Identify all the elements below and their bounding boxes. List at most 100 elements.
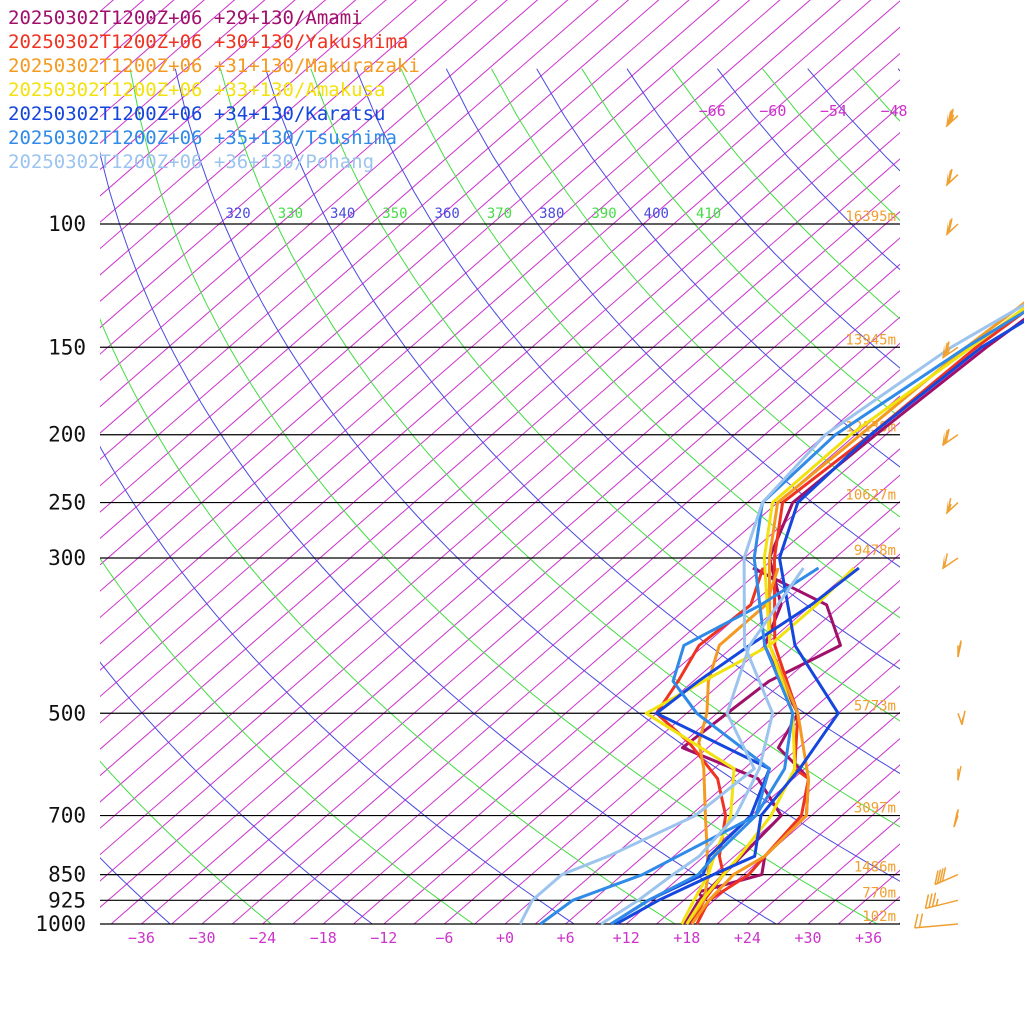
wind-barb-feather [948,109,953,125]
isotherm-line [100,0,417,276]
temperature-profile [600,303,1024,926]
wind-barb [941,341,959,359]
legend: 20250302T1200Z+06 +29+130/Amami20250302T… [8,7,420,173]
theta-label: 400 [644,206,669,222]
theta-line [100,760,272,924]
wind-barb-feather [936,869,942,884]
wind-barb [934,867,959,886]
isotherm-line [100,0,296,171]
dewpoint-profile [644,566,855,925]
height-label: 16395m [845,209,896,225]
wind-barb-feather [928,893,933,908]
temperature-tick-label: −18 [310,929,337,947]
theta-line [807,68,900,172]
isotherm-line [747,790,900,924]
temperature-profile [688,317,1024,925]
theta-label: 380 [539,206,564,222]
sounding-profiles [518,301,1024,926]
temperature-tick-label: +36 [855,929,882,947]
temperature-tick-label: −24 [249,929,276,947]
pressure-label: 925 [48,888,86,912]
wind-barb-feather [941,867,947,882]
wind-barb-feather [948,168,953,184]
wind-barb-feather [943,429,949,445]
temperature-tick-label: +24 [734,929,761,947]
wind-barb-shaft [914,923,959,929]
isotherm-line [100,0,327,197]
upper-temperature-label: −60 [759,102,786,120]
legend-entry: 20250302T1200Z+06 +33+130/Amakusa [8,79,386,101]
pressure-label: 700 [48,804,86,828]
temperature-tick-label: +6 [557,929,575,947]
isotherm-line [960,0,1024,924]
legend-entry: 20250302T1200Z+06 +29+130/Amami [8,7,363,29]
temperature-profile [685,306,1024,925]
theta-line [220,68,900,828]
theta-line [445,68,900,568]
wind-barb-feather [914,913,919,929]
pressure-label: 300 [48,546,86,570]
isotherm-line [100,0,539,382]
isotherm-line [100,0,236,118]
wind-barb-half-feather [948,503,952,512]
wind-barb [924,892,959,910]
wind-barb-feather [943,553,949,568]
wind-barb [953,809,960,828]
theta-label: 360 [435,206,460,222]
isotherm-line [322,421,900,924]
isotherm-line [413,500,900,924]
height-label: 1486m [854,860,896,876]
pressure-label: 100 [48,212,86,236]
theta-line [100,857,171,924]
wind-barb-feather [946,219,952,234]
theta-label: 330 [278,206,303,222]
wind-barb [945,168,959,187]
wind-barb-feather [957,766,962,781]
wind-barb-feather [946,498,952,513]
wind-barb-feather [957,640,962,655]
wind-barb-feather [943,342,949,357]
wind-barb-feather [924,894,930,909]
theta-line [265,68,900,775]
isotherm-line [100,0,357,223]
wind-barb-half-feather [935,898,939,906]
wind-barb [945,218,959,236]
temperature-profile [695,310,1024,925]
isotherm-line [929,0,1024,924]
isotherm-line [100,0,387,250]
wind-barb-half-feather [947,347,951,355]
height-label: 770m [862,885,896,901]
height-label: 5773m [854,698,896,714]
temperature-tick-label: +18 [673,929,700,947]
height-label: 10627m [845,488,896,504]
wind-barb-shaft [925,899,959,910]
temperature-tick-label: +12 [613,929,640,947]
upper-temperature-label: −66 [699,102,726,120]
sounding-series [539,310,1024,926]
isotherm-line [100,0,448,302]
theta-label: 410 [696,206,721,222]
theta-line [988,69,1024,939]
pressure-label: 500 [48,701,86,725]
wind-barb-half-feather [950,114,955,122]
wind-barb-feather [949,108,954,123]
isotherm-line [656,711,900,924]
isotherm-line [292,395,900,924]
wind-barb-half-feather [960,716,965,724]
height-label: 102m [862,909,896,925]
temperature-tick-label: −12 [370,929,397,947]
wind-barb-feather [946,170,952,185]
wind-barb [945,498,959,515]
isotherm-line [383,474,900,924]
wind-barb-feather [934,870,939,885]
isotherm-line [353,448,900,924]
upper-temperature-label: −48 [880,102,907,120]
sounding-series [518,303,1024,926]
theta-line [100,445,576,924]
temperature-profile [615,319,1024,926]
legend-entry: 20250302T1200Z+06 +30+130/Yakushima [8,31,408,53]
theta-label: 350 [382,206,407,222]
pressure-label: 1000 [35,912,86,936]
wind-barb [941,428,959,447]
